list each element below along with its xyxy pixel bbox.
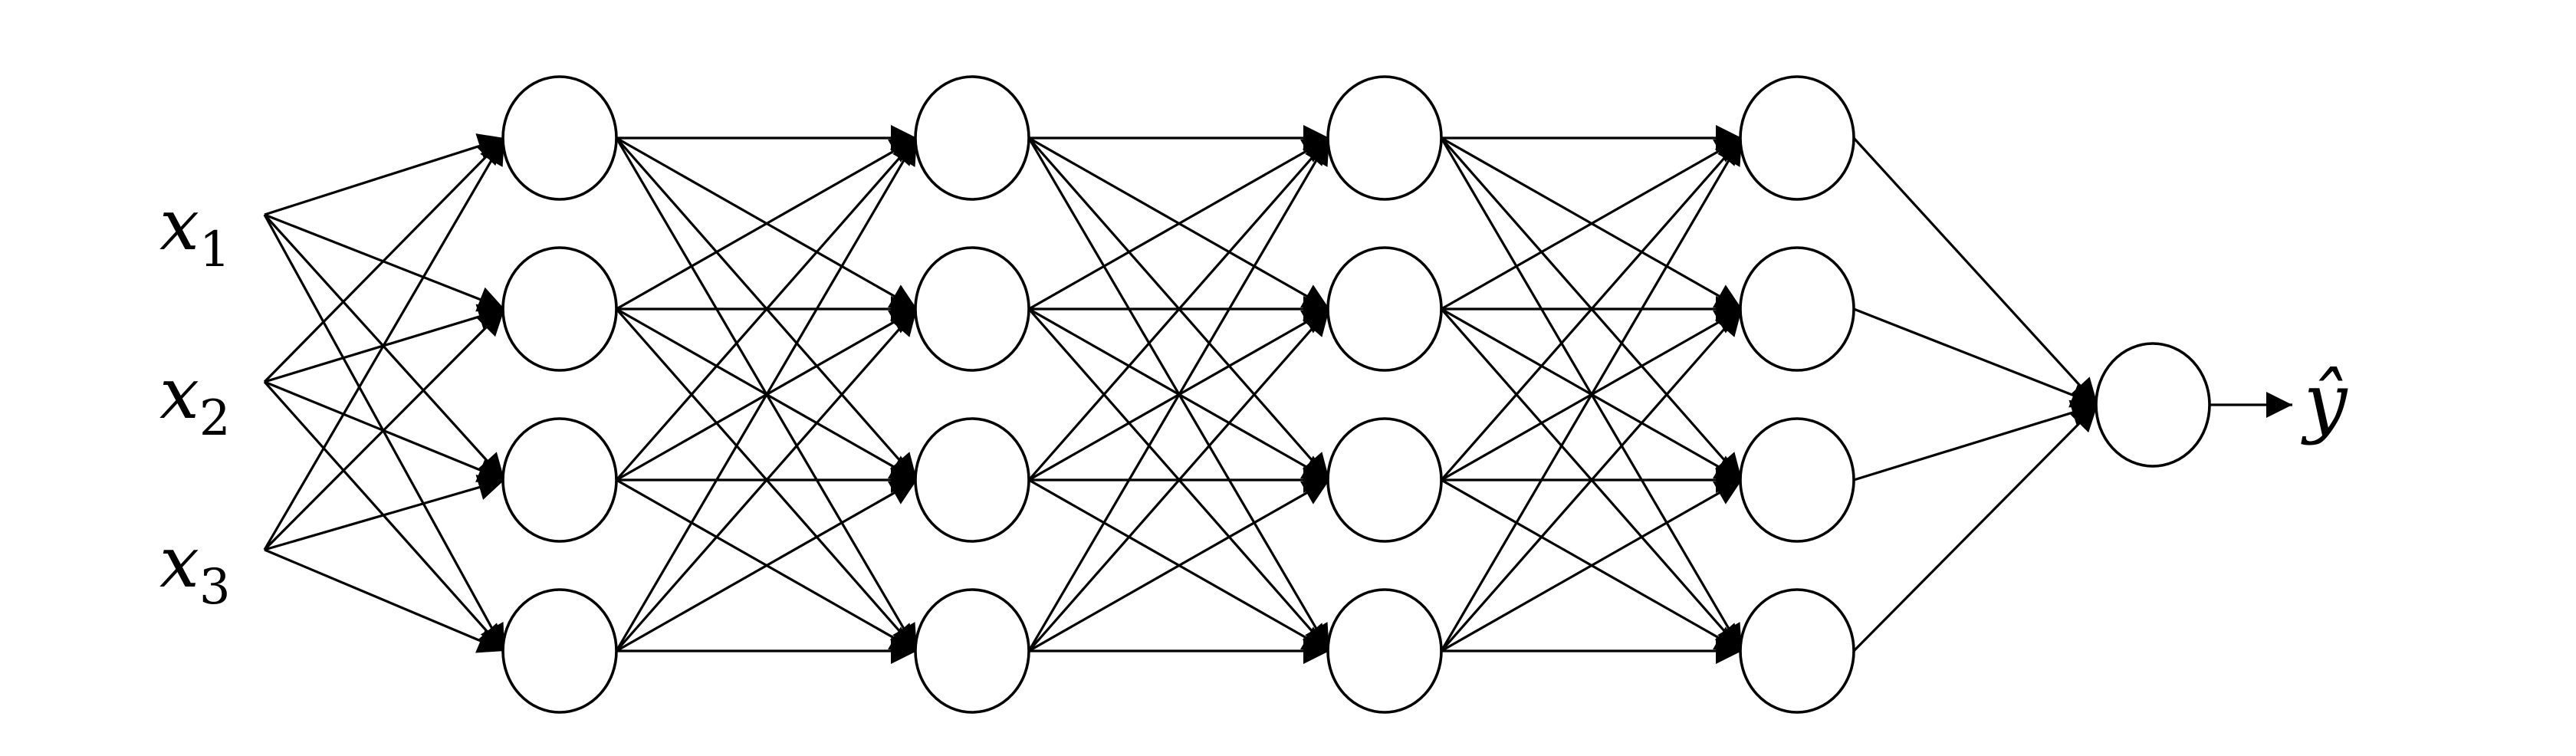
neuron-layer1-node4 xyxy=(501,588,618,714)
neuron-layer4-node1 xyxy=(1739,75,1855,201)
edge-h2-4-to-h3-3 xyxy=(1028,478,1330,652)
neuron-layer4-node4 xyxy=(1739,588,1855,714)
edge-h2-4-to-h3-1 xyxy=(1027,137,1331,652)
output-neuron xyxy=(2095,342,2211,468)
neuron-layer1-node3 xyxy=(501,417,618,543)
edge-h1-4-to-h2-3 xyxy=(616,478,918,652)
neuron-layer3-node2 xyxy=(1326,246,1443,372)
edge-h4-1-to-output xyxy=(1852,136,2099,406)
connections xyxy=(263,125,2292,664)
edge-h2-4-to-h3-2 xyxy=(1027,307,1331,652)
neurons xyxy=(501,75,2211,714)
edge-input-1-to-h1-1 xyxy=(264,133,505,216)
edge-input-1-to-h1-3 xyxy=(263,213,506,482)
neuron-layer2-node4 xyxy=(914,588,1030,714)
edge-input-3-to-h1-3 xyxy=(264,475,505,551)
neuron-layer3-node1 xyxy=(1326,75,1443,201)
edge-h3-4-to-h4-1 xyxy=(1440,137,1743,652)
edge-h1-4-to-h2-2 xyxy=(615,307,918,652)
edge-input-2-to-h1-1 xyxy=(263,136,506,383)
edge-h4-2-to-output xyxy=(1853,307,2098,408)
edge-h4-3-to-output xyxy=(1853,399,2098,482)
input-label-x3: x3 xyxy=(159,521,231,616)
output-label-y-hat: ŷ xyxy=(2301,357,2348,446)
edge-h3-2-to-h4-1 xyxy=(1441,136,1743,311)
edge-input-3-to-h1-1 xyxy=(263,137,506,551)
neuron-layer4-node3 xyxy=(1739,417,1855,543)
edge-input-1-to-h1-4 xyxy=(263,214,506,652)
edge-h1-2-to-h2-1 xyxy=(616,136,918,311)
neuron-layer1-node2 xyxy=(501,246,618,372)
edge-h3-3-to-h4-1 xyxy=(1440,136,1743,482)
edge-h1-4-to-h2-1 xyxy=(615,137,918,652)
edge-h2-2-to-h3-1 xyxy=(1028,136,1330,311)
edge-h1-3-to-h2-1 xyxy=(615,136,918,482)
edge-h3-4-to-h4-2 xyxy=(1440,307,1743,652)
edge-h2-3-to-h3-1 xyxy=(1027,136,1331,482)
neuron-layer3-node3 xyxy=(1326,417,1443,543)
neuron-layer2-node3 xyxy=(914,417,1030,543)
edge-input-3-to-h1-4 xyxy=(264,548,505,653)
neuron-layer3-node4 xyxy=(1326,588,1443,714)
neuron-layer2-node1 xyxy=(914,75,1030,201)
labels: x1 x2 x3 ŷ xyxy=(159,184,2348,616)
edge-input-3-to-h1-2 xyxy=(263,307,506,551)
input-label-x1: x1 xyxy=(159,184,231,278)
edge-input-2-to-h1-4 xyxy=(263,380,506,652)
edge-h4-4-to-output xyxy=(1852,403,2099,652)
input-label-x2: x2 xyxy=(159,353,231,447)
edge-input-1-to-h1-2 xyxy=(264,213,505,312)
neuron-layer1-node1 xyxy=(501,75,618,201)
edge-h3-4-to-h4-3 xyxy=(1441,478,1743,652)
neuron-layer4-node2 xyxy=(1739,246,1855,372)
neuron-layer2-node2 xyxy=(914,246,1030,372)
